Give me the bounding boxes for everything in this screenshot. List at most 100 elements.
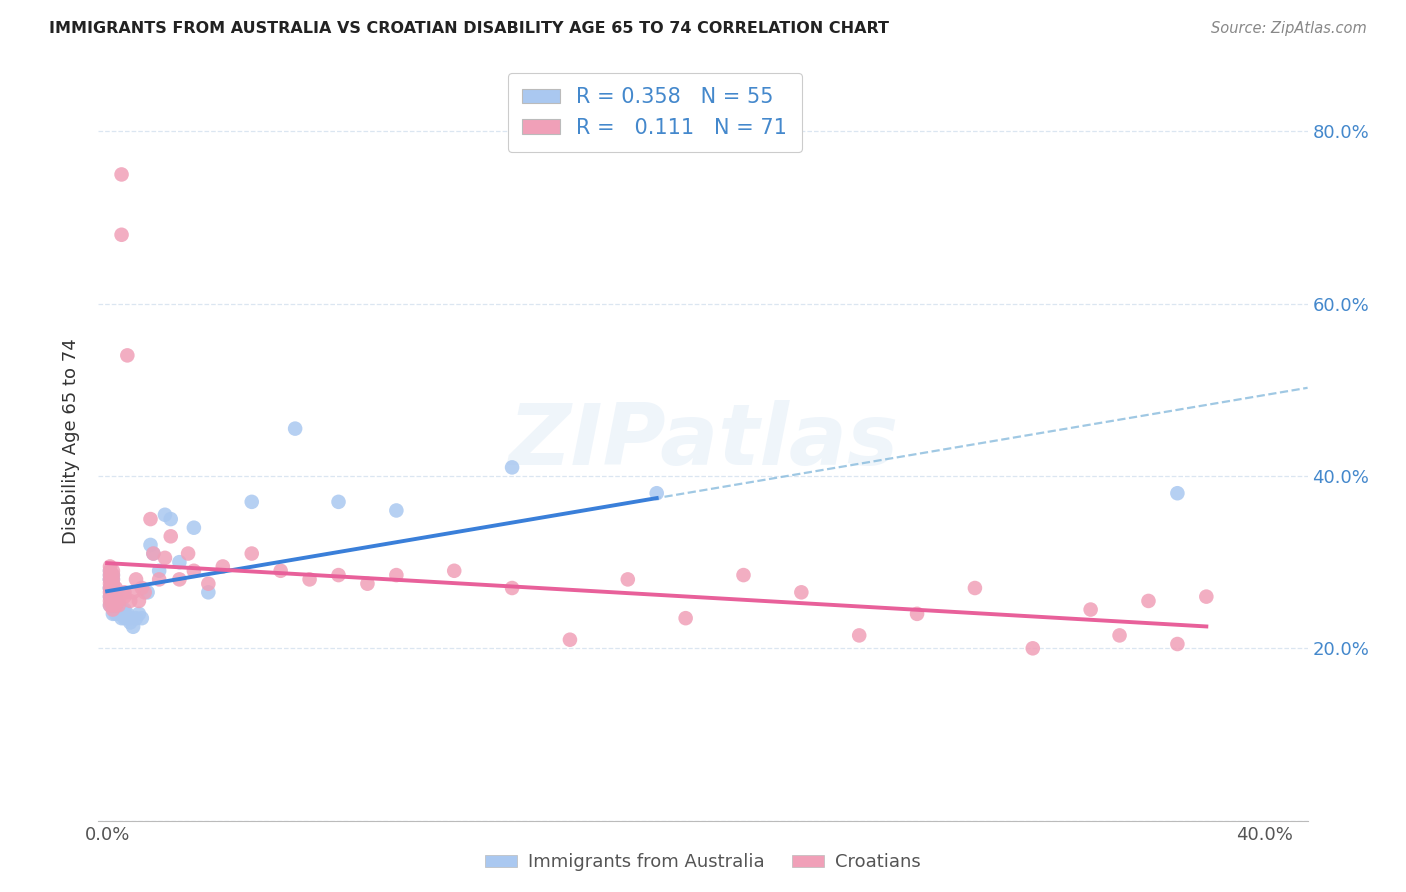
Point	[101, 599, 124, 613]
Point	[101, 599, 124, 613]
Point	[142, 547, 165, 561]
Point	[114, 585, 136, 599]
Point	[122, 620, 145, 634]
Point	[98, 573, 121, 587]
Point	[128, 607, 150, 621]
Point	[110, 602, 132, 616]
Point	[177, 547, 200, 561]
Point	[104, 585, 127, 599]
Point	[104, 599, 127, 613]
Point	[104, 599, 127, 613]
Point	[558, 632, 581, 647]
Point	[104, 602, 127, 616]
Point	[114, 607, 136, 621]
Point	[328, 495, 350, 509]
Point	[101, 585, 124, 599]
Point	[139, 512, 162, 526]
Point	[107, 607, 129, 621]
Point	[131, 581, 153, 595]
Point	[114, 590, 136, 604]
Point	[270, 564, 292, 578]
Point	[98, 599, 121, 613]
Point	[110, 168, 132, 182]
Legend: R = 0.358   N = 55, R =   0.111   N = 71: R = 0.358 N = 55, R = 0.111 N = 71	[508, 73, 801, 153]
Point	[211, 559, 233, 574]
Point	[148, 573, 170, 587]
Point	[104, 581, 127, 595]
Point	[104, 594, 127, 608]
Point	[501, 460, 523, 475]
Point	[125, 573, 148, 587]
Point	[501, 581, 523, 595]
Point	[98, 590, 121, 604]
Point	[104, 594, 127, 608]
Point	[98, 594, 121, 608]
Point	[197, 585, 219, 599]
Point	[963, 581, 986, 595]
Point	[1080, 602, 1102, 616]
Point	[98, 568, 121, 582]
Point	[136, 585, 159, 599]
Point	[101, 581, 124, 595]
Point	[101, 585, 124, 599]
Point	[101, 594, 124, 608]
Point	[98, 599, 121, 613]
Point	[905, 607, 928, 621]
Point	[114, 602, 136, 616]
Point	[1195, 590, 1218, 604]
Point	[240, 495, 263, 509]
Point	[101, 607, 124, 621]
Point	[98, 590, 121, 604]
Point	[153, 550, 176, 565]
Point	[101, 573, 124, 587]
Point	[240, 547, 263, 561]
Point	[197, 576, 219, 591]
Point	[98, 581, 121, 595]
Point	[107, 599, 129, 613]
Point	[169, 573, 191, 587]
Y-axis label: Disability Age 65 to 74: Disability Age 65 to 74	[62, 339, 80, 544]
Point	[848, 628, 870, 642]
Point	[101, 576, 124, 591]
Point	[139, 538, 162, 552]
Point	[356, 576, 378, 591]
Point	[183, 564, 205, 578]
Point	[101, 602, 124, 616]
Legend: Immigrants from Australia, Croatians: Immigrants from Australia, Croatians	[478, 847, 928, 879]
Point	[617, 573, 640, 587]
Point	[284, 422, 307, 436]
Point	[148, 564, 170, 578]
Point	[120, 611, 142, 625]
Point	[1022, 641, 1045, 656]
Point	[107, 599, 129, 613]
Point	[110, 611, 132, 625]
Point	[107, 594, 129, 608]
Point	[117, 607, 139, 621]
Point	[110, 227, 132, 242]
Point	[101, 564, 124, 578]
Text: IMMIGRANTS FROM AUSTRALIA VS CROATIAN DISABILITY AGE 65 TO 74 CORRELATION CHART: IMMIGRANTS FROM AUSTRALIA VS CROATIAN DI…	[49, 21, 889, 36]
Point	[101, 576, 124, 591]
Point	[98, 568, 121, 582]
Point	[169, 555, 191, 569]
Point	[159, 529, 181, 543]
Point	[385, 503, 408, 517]
Point	[101, 568, 124, 582]
Point	[98, 576, 121, 591]
Point	[142, 547, 165, 561]
Point	[120, 594, 142, 608]
Point	[98, 573, 121, 587]
Point	[120, 615, 142, 630]
Point	[1166, 486, 1188, 500]
Point	[1108, 628, 1130, 642]
Point	[385, 568, 408, 582]
Point	[104, 590, 127, 604]
Point	[128, 594, 150, 608]
Point	[98, 564, 121, 578]
Point	[98, 564, 121, 578]
Point	[1137, 594, 1160, 608]
Point	[733, 568, 755, 582]
Point	[117, 348, 139, 362]
Point	[675, 611, 697, 625]
Point	[298, 573, 321, 587]
